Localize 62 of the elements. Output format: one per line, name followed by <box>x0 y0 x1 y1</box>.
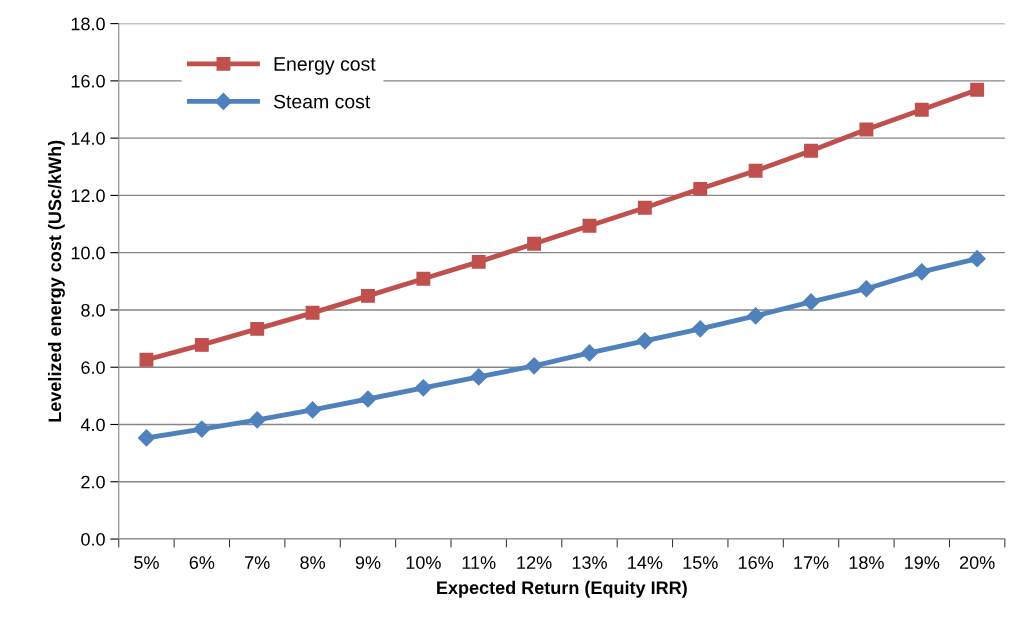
point <box>248 411 266 429</box>
point <box>804 143 818 158</box>
point <box>580 344 599 362</box>
point <box>693 181 708 196</box>
point <box>802 293 820 311</box>
point <box>527 236 542 251</box>
point <box>525 357 543 375</box>
legend-label: Steam cost <box>273 94 371 109</box>
point <box>747 307 765 325</box>
y-tick-label: 14.0 <box>71 132 105 145</box>
point <box>305 305 320 320</box>
point <box>859 122 874 137</box>
point <box>470 368 488 386</box>
y-tick-label: 8.0 <box>81 303 105 317</box>
point <box>637 200 652 215</box>
x-tick-label: 6% <box>189 556 215 569</box>
legend-label: Energy cost <box>274 57 376 75</box>
point <box>691 320 709 338</box>
y-tick-label: 4.0 <box>80 418 105 432</box>
point <box>857 280 875 298</box>
y-axis-title: Levelized energy cost (USc/kWh) <box>47 140 65 422</box>
y-tick-label: 16.0 <box>71 74 105 88</box>
point <box>361 288 375 303</box>
y-tick-label: 18.0 <box>71 17 105 31</box>
point <box>914 102 929 117</box>
x-tick-label: 12% <box>517 556 552 569</box>
point <box>304 401 322 419</box>
point <box>416 271 431 286</box>
point <box>968 250 986 268</box>
x-tick-label: 17% <box>794 556 829 569</box>
point <box>194 337 209 352</box>
point <box>471 254 486 269</box>
point <box>748 163 763 178</box>
y-tick-label: 12.0 <box>71 189 105 203</box>
x-tick-label: 19% <box>905 556 940 569</box>
x-tick-label: 11% <box>462 556 496 569</box>
y-tick-label: 0.0 <box>81 532 105 546</box>
x-tick-label: 16% <box>738 556 774 569</box>
point <box>582 218 597 233</box>
y-tick-label: 10.0 <box>71 246 105 260</box>
y-tick-label: 6.0 <box>81 361 105 374</box>
point <box>137 429 155 447</box>
x-tick-label: 8% <box>300 556 325 569</box>
x-tick-label: 18% <box>849 556 884 569</box>
x-axis-title: Expected Return (Equity IRR) <box>437 580 687 598</box>
point <box>250 321 265 336</box>
x-tick-label: 9% <box>355 556 381 569</box>
x-tick-label: 13% <box>572 556 607 569</box>
point <box>414 379 432 397</box>
point <box>970 82 985 97</box>
y-tick-label: 2.0 <box>81 475 105 489</box>
x-tick-label: 14% <box>628 556 663 569</box>
point <box>193 420 211 438</box>
x-tick-label: 15% <box>683 556 718 569</box>
point <box>359 390 377 408</box>
x-tick-label: 10% <box>406 556 441 569</box>
point <box>139 352 154 367</box>
point <box>636 332 654 350</box>
x-tick-label: 5% <box>134 556 159 569</box>
point <box>913 263 931 281</box>
x-tick-label: 20% <box>960 556 995 569</box>
x-tick-label: 7% <box>245 556 270 569</box>
